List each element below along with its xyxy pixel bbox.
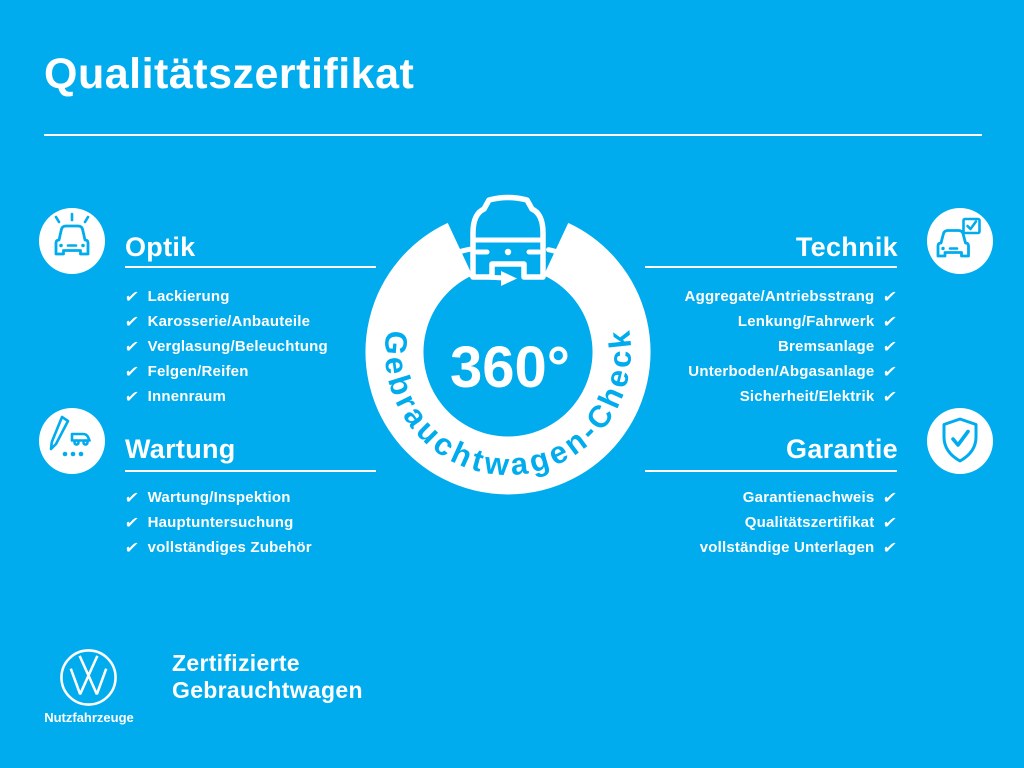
section-title-technik: Technik — [795, 232, 898, 262]
check-icon: ✔ — [123, 361, 141, 381]
checklist-item-label: Garantienachweis — [742, 489, 875, 506]
check-icon: ✔ — [123, 512, 141, 532]
brand-label: Nutzfahrzeuge — [44, 710, 134, 725]
check-icon: ✔ — [123, 286, 141, 306]
checklist-item: Unterboden/Abgasanlage ✔ — [685, 359, 899, 384]
section-divider-wartung — [125, 470, 376, 472]
checklist-van-icon — [39, 408, 105, 474]
footer-tagline-line1: Zertifizierte — [172, 650, 300, 676]
section-title-optik: Optik — [125, 232, 196, 262]
checklist-item-label: Verglasung/Beleuchtung — [147, 338, 328, 355]
checklist-item-label: Sicherheit/Elektrik — [739, 388, 875, 405]
check-icon: ✔ — [123, 311, 141, 331]
badge-ring — [365, 222, 651, 495]
checklist-item: vollständige Unterlagen ✔ — [699, 535, 899, 560]
checklist-item: ✔ Innenraum — [123, 384, 328, 409]
checklist-item-label: Lackierung — [147, 288, 230, 305]
van-360-rotation-icon — [470, 194, 546, 280]
title-divider — [44, 134, 982, 136]
check-icon: ✔ — [123, 537, 141, 557]
check-icon: ✔ — [881, 311, 899, 331]
checklist-item: Aggregate/Antriebsstrang ✔ — [684, 284, 899, 309]
checklist-technik: Aggregate/Antriebsstrang ✔ Lenkung/Fahrwer… — [684, 284, 899, 409]
check-icon: ✔ — [881, 286, 899, 306]
check-icon: ✔ — [881, 512, 899, 532]
checklist-item: Qualitätszertifikat ✔ — [700, 510, 899, 535]
360-degree-badge: Gebrauchtwagen-Check 360° — [365, 194, 651, 495]
section-divider-technik — [645, 266, 897, 268]
footer-tagline: Zertifizierte Gebrauchtwagen — [172, 650, 363, 704]
badge-value: 360° — [450, 335, 570, 400]
check-icon: ✔ — [123, 386, 141, 406]
checklist-item-label: Qualitätszertifikat — [744, 514, 875, 531]
checklist-item-label: Karosserie/Anbauteile — [147, 313, 311, 330]
checklist-item: ✔ Hauptuntersuchung — [123, 510, 312, 535]
checklist-item: Lenkung/Fahrwerk ✔ — [685, 309, 899, 334]
vw-logo — [60, 649, 117, 706]
checklist-item-label: Lenkung/Fahrwerk — [737, 313, 875, 330]
check-icon: ✔ — [123, 336, 141, 356]
shield-check-icon — [927, 408, 993, 474]
checklist-item: ✔ Wartung/Inspektion — [123, 485, 312, 510]
rotation-arrowhead — [501, 271, 517, 286]
checklist-item: ✔ vollständiges Zubehör — [123, 535, 312, 560]
checklist-item: Bremsanlage ✔ — [685, 334, 899, 359]
check-icon: ✔ — [123, 487, 141, 507]
checklist-item: ✔ Felgen/Reifen — [123, 359, 328, 384]
checklist-wartung: ✔ Wartung/Inspektion ✔ Hauptuntersuchung ✔ vo… — [123, 485, 312, 560]
checklist-item-label: vollständiges Zubehör — [147, 539, 312, 556]
checklist-item: ✔ Karosserie/Anbauteile — [123, 309, 328, 334]
checklist-item-label: vollständige Unterlagen — [699, 539, 875, 556]
checklist-item-label: Wartung/Inspektion — [147, 489, 291, 506]
check-icon: ✔ — [881, 386, 899, 406]
section-divider-garantie — [645, 470, 897, 472]
checklist-garantie: Garantienachweis ✔ Qualitätszertifikat ✔ vol… — [699, 485, 899, 560]
checklist-item-label: Hauptuntersuchung — [147, 514, 294, 531]
car-shine-icon — [39, 208, 105, 274]
footer-tagline-line2: Gebrauchtwagen — [172, 677, 363, 703]
check-icon: ✔ — [881, 336, 899, 356]
checklist-item-label: Innenraum — [147, 388, 227, 405]
section-title-wartung: Wartung — [125, 434, 236, 464]
checklist-item: Garantienachweis ✔ — [700, 485, 899, 510]
checklist-item: Sicherheit/Elektrik ✔ — [685, 384, 899, 409]
checklist-item-label: Bremsanlage — [777, 338, 875, 355]
checklist-item-label: Unterboden/Abgasanlage — [688, 363, 875, 380]
check-icon: ✔ — [881, 487, 899, 507]
checklist-item-label: Aggregate/Antriebsstrang — [684, 288, 875, 305]
checklist-item: ✔ Lackierung — [123, 284, 328, 309]
page-title: Qualitätszertifikat — [44, 50, 415, 98]
car-checkbox-icon — [927, 208, 993, 274]
section-divider-optik — [125, 266, 376, 268]
checklist-optik: ✔ Lackierung ✔ Karosserie/Anbauteile ✔ Vergla… — [123, 284, 328, 409]
check-icon: ✔ — [881, 537, 899, 557]
check-icon: ✔ — [881, 361, 899, 381]
section-title-garantie: Garantie — [786, 434, 898, 464]
checklist-item: ✔ Verglasung/Beleuchtung — [123, 334, 328, 359]
checklist-item-label: Felgen/Reifen — [147, 363, 249, 380]
